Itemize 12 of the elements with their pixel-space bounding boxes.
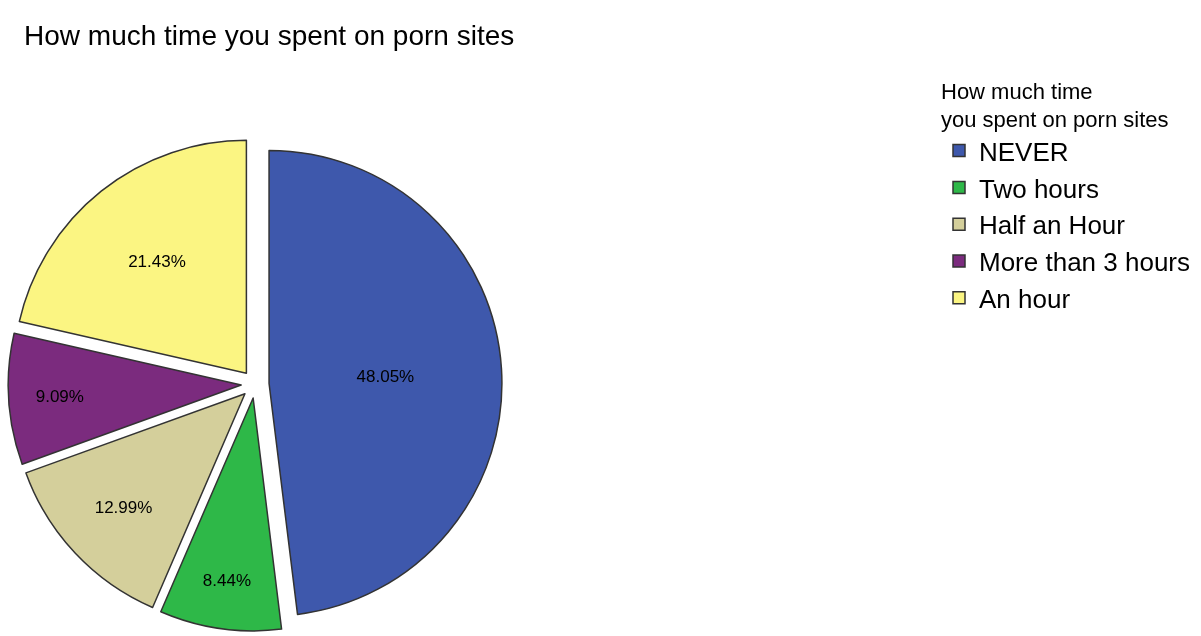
legend-label: NEVER xyxy=(979,136,1069,167)
chart-title: How much time you spent on porn sites xyxy=(24,20,515,52)
data-label: 12.99% xyxy=(94,498,153,518)
data-label: 8.44% xyxy=(202,571,251,591)
legend-label: Half an Hour xyxy=(979,210,1126,241)
legend-label: An hour xyxy=(979,283,1071,314)
legend-label: More than 3 hours xyxy=(979,247,1191,278)
data-label: 21.43% xyxy=(128,251,186,271)
legend-label: Two hours xyxy=(979,173,1099,204)
data-label: 48.05% xyxy=(356,366,415,386)
legend-title: How much time you spent on porn sites xyxy=(941,78,1169,133)
data-label: 9.09% xyxy=(35,386,84,406)
